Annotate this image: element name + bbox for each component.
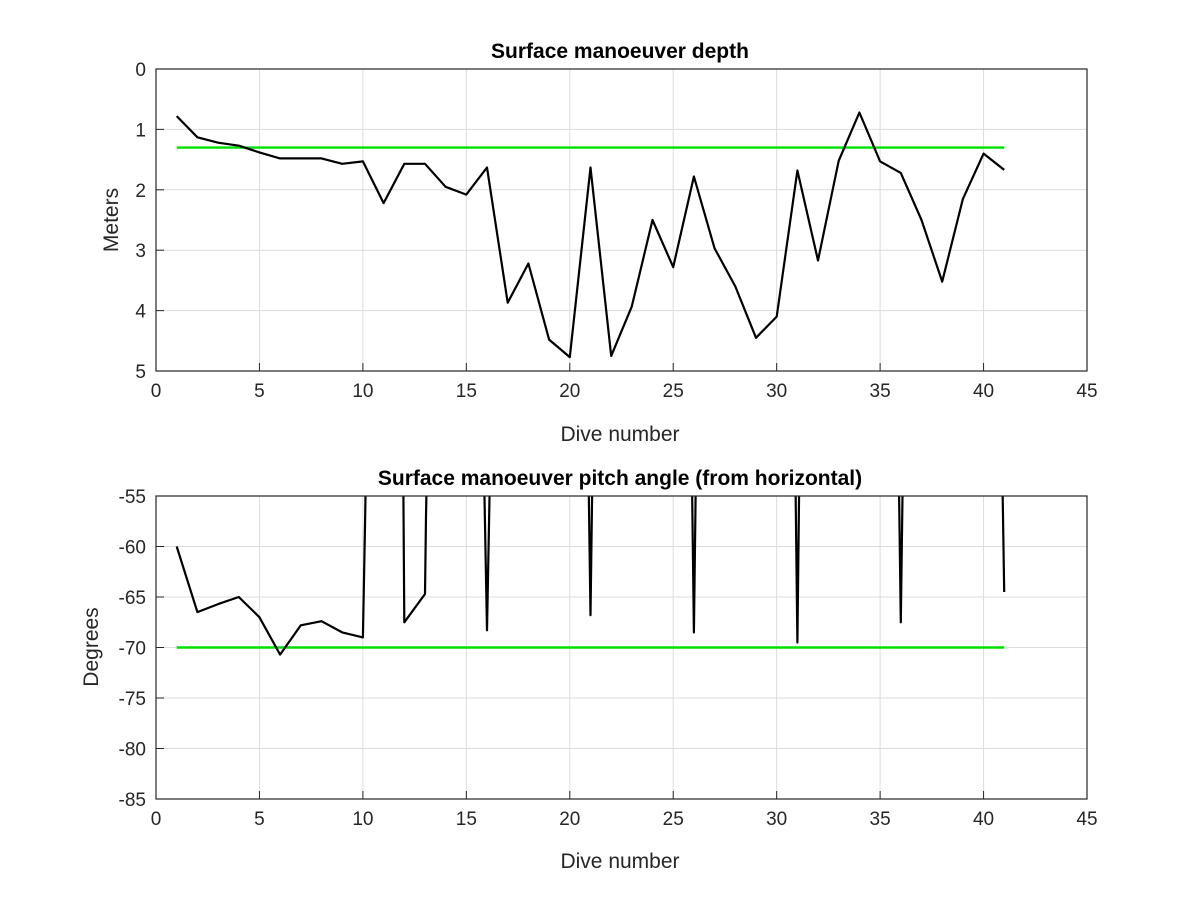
depth-chart-xlabel: Dive number	[560, 423, 679, 446]
depth-xtick-label: 15	[456, 381, 477, 402]
depth-xtick-label: 20	[559, 381, 580, 402]
depth-xtick-label: 5	[254, 381, 265, 402]
depth-ytick-label: 2	[135, 181, 146, 202]
depth-xtick-label: 0	[151, 381, 162, 402]
pitch-xtick-label: 35	[870, 809, 891, 830]
pitch-ytick-label: -65	[119, 588, 146, 609]
pitch-ytick-label: -85	[119, 790, 146, 811]
depth-xtick-label: 35	[870, 381, 891, 402]
depth-xtick-label: 25	[663, 381, 684, 402]
pitch-chart-panel: Surface manoeuver pitch angle (from hori…	[80, 467, 1098, 873]
depth-chart-title: Surface manoeuver depth	[491, 40, 749, 63]
depth-series-line-0	[175, 111, 1005, 359]
depth-xtick-label: 45	[1076, 381, 1097, 402]
pitch-xtick-label: 30	[766, 809, 787, 830]
depth-xtick-label: 10	[352, 381, 373, 402]
pitch-chart-ylabel: Degrees	[80, 607, 103, 686]
depth-chart-panel: Surface manoeuver depth Dive number Mete…	[100, 40, 1098, 446]
pitch-xtick-label: 5	[254, 809, 265, 830]
depth-ytick-label: 0	[135, 60, 146, 81]
pitch-xtick-label: 20	[559, 809, 580, 830]
depth-ytick-label: 4	[135, 302, 146, 323]
pitch-axes-box	[155, 495, 1088, 800]
depth-ytick-label: 5	[135, 362, 146, 383]
pitch-xtick-label: 15	[456, 809, 477, 830]
depth-ytick-label: 1	[135, 120, 146, 141]
pitch-xtick-label: 25	[663, 809, 684, 830]
depth-axes-box	[155, 68, 1088, 372]
pitch-chart-xlabel: Dive number	[560, 850, 679, 873]
pitch-chart-title: Surface manoeuver pitch angle (from hori…	[378, 467, 862, 490]
pitch-xtick-label: 10	[352, 809, 373, 830]
depth-ytick-label: 3	[135, 241, 146, 262]
pitch-ytick-label: -60	[119, 538, 146, 559]
pitch-ytick-label: -55	[119, 487, 146, 508]
pitch-xtick-label: 45	[1076, 809, 1097, 830]
depth-xtick-label: 30	[766, 381, 787, 402]
pitch-xtick-label: 40	[973, 809, 994, 830]
pitch-ytick-label: -80	[119, 740, 146, 761]
pitch-xtick-label: 0	[151, 809, 162, 830]
depth-chart-ylabel: Meters	[100, 188, 123, 252]
pitch-ytick-label: -70	[119, 639, 146, 660]
pitch-ytick-label: -75	[119, 689, 146, 710]
depth-xtick-label: 40	[973, 381, 994, 402]
pitch-series-line-0	[175, 496, 1006, 656]
